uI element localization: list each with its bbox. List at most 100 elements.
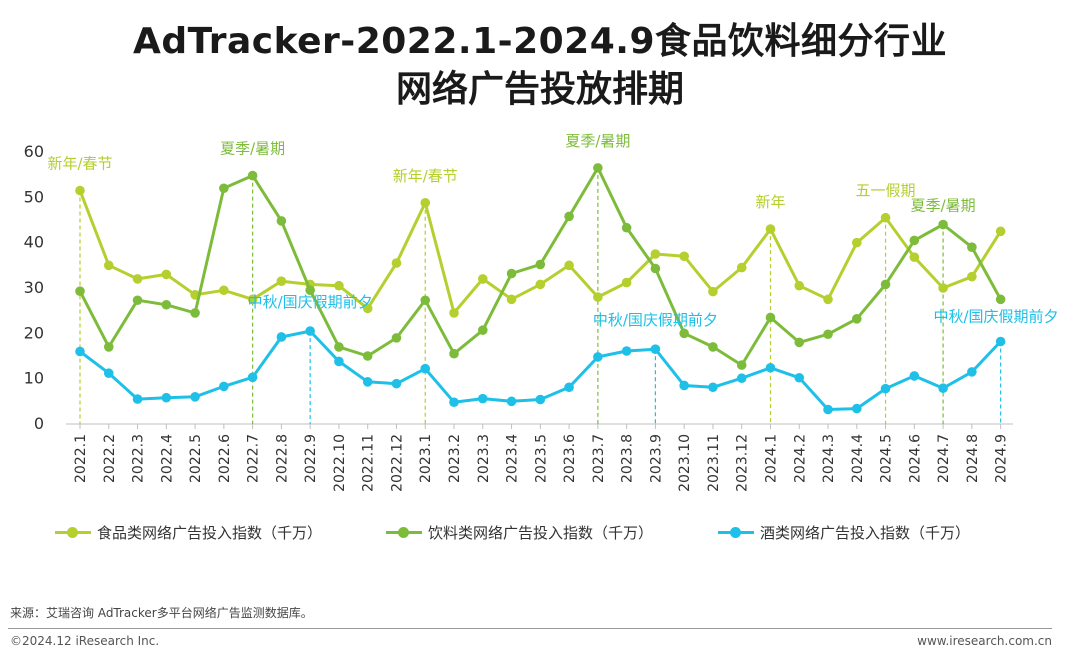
data-point	[995, 294, 1006, 305]
data-point	[161, 299, 172, 310]
data-point	[362, 377, 373, 387]
x-tick-label: 2022.10	[332, 434, 348, 492]
data-point	[650, 249, 661, 259]
data-point	[334, 280, 344, 291]
data-point	[967, 367, 977, 377]
data-point	[679, 251, 689, 262]
x-tick-label: 2022.1	[73, 434, 89, 483]
annotation-label: 新年	[755, 193, 785, 211]
annotation-label: 夏季/暑期	[911, 197, 976, 215]
data-point	[765, 362, 776, 373]
x-tick-label: 2023.8	[620, 434, 636, 483]
data-point	[449, 348, 459, 359]
data-point	[967, 271, 977, 282]
y-tick-label: 30	[24, 278, 44, 297]
data-point	[276, 332, 287, 342]
data-point	[880, 383, 891, 394]
copyright: ©2024.12 iResearch Inc.	[10, 634, 160, 648]
data-point	[593, 352, 603, 362]
y-tick-label: 40	[24, 233, 44, 252]
data-point	[219, 381, 229, 392]
data-point	[765, 224, 776, 234]
legend-item-food: 食品类网络广告投入指数（千万）	[55, 522, 322, 543]
data-point	[334, 342, 344, 352]
legend-item-beverage: 饮料类网络广告投入指数（千万）	[386, 522, 653, 543]
data-point	[132, 295, 143, 306]
data-point	[708, 382, 718, 393]
x-tick-label: 2024.9	[994, 434, 1010, 483]
data-point	[449, 308, 459, 318]
data-point	[909, 235, 920, 246]
data-point	[276, 216, 287, 226]
data-point	[132, 274, 143, 284]
data-point	[506, 396, 517, 407]
data-point	[679, 380, 689, 391]
data-point	[535, 394, 546, 405]
data-point	[334, 356, 344, 367]
data-point	[506, 294, 517, 305]
data-point	[219, 285, 229, 296]
x-tick-label: 2022.12	[389, 434, 405, 492]
line-chart: 0 10 20 30 40 50 60 2022.1 2022.2 2022.3 2022.4 202…	[24, 132, 1059, 492]
data-point	[823, 294, 833, 305]
x-tick-label: 2023.5	[533, 434, 549, 483]
data-point	[995, 226, 1006, 237]
x-tick-label: 2024.6	[907, 434, 923, 483]
data-point	[621, 222, 632, 233]
chart-title-line2: 网络广告投放排期	[395, 69, 684, 110]
legend-swatch-food	[55, 527, 91, 538]
data-point	[391, 258, 402, 268]
data-point	[449, 397, 459, 408]
data-point	[477, 274, 488, 284]
data-point	[247, 372, 258, 383]
y-tick-label: 0	[34, 414, 44, 433]
data-point	[305, 285, 315, 296]
data-point	[794, 280, 805, 291]
data-point	[564, 260, 574, 271]
data-point	[305, 326, 315, 336]
x-tick-label: 2022.4	[159, 434, 175, 483]
annotation-label: 中秋/国庆假期前夕	[248, 293, 373, 311]
data-point	[909, 252, 920, 262]
data-point	[765, 312, 776, 323]
x-tick-label: 2022.3	[131, 434, 147, 483]
data-point	[161, 392, 172, 403]
x-tick-label: 2024.3	[821, 434, 837, 483]
x-tick-label: 2023.4	[505, 434, 521, 483]
y-tick-label: 50	[24, 187, 44, 206]
data-point	[132, 394, 143, 404]
chart-title-line1: AdTracker-2022.1-2024.9食品饮料细分行业	[133, 21, 947, 62]
x-tick-label: 2024.5	[879, 434, 895, 483]
x-tick-label: 2024.2	[792, 434, 808, 483]
data-point	[161, 269, 172, 280]
data-point	[823, 404, 833, 415]
x-tick-label: 2023.10	[677, 434, 693, 492]
data-point	[736, 373, 747, 384]
legend-label-liquor: 酒类网络广告投入指数（千万）	[760, 524, 971, 542]
data-point	[477, 325, 488, 335]
x-tick-label: 2023.11	[706, 434, 722, 492]
legend-swatch-liquor	[718, 527, 754, 538]
legend-item-liquor: 酒类网络广告投入指数（千万）	[718, 522, 970, 543]
data-point	[794, 337, 805, 348]
x-tick-label: 2022.11	[361, 434, 377, 492]
data-point	[967, 242, 977, 252]
x-tick-label: 2024.8	[965, 434, 981, 483]
data-point	[851, 314, 862, 324]
y-tick-label: 20	[24, 323, 44, 342]
data-point	[219, 183, 229, 194]
legend-label-food: 食品类网络广告投入指数（千万）	[97, 524, 323, 542]
data-point	[420, 295, 431, 306]
x-tick-label: 2022.9	[303, 434, 319, 483]
data-point	[103, 342, 114, 352]
annotation-label: 中秋/国庆假期前夕	[933, 307, 1058, 325]
x-tick-label: 2023.12	[735, 434, 751, 492]
footer-divider	[8, 628, 1052, 629]
data-point	[938, 383, 948, 393]
data-point	[75, 346, 85, 357]
data-point	[794, 372, 805, 383]
data-point	[362, 351, 373, 361]
data-point	[995, 336, 1006, 347]
data-point	[621, 277, 632, 288]
legend-swatch-beverage	[386, 527, 422, 538]
